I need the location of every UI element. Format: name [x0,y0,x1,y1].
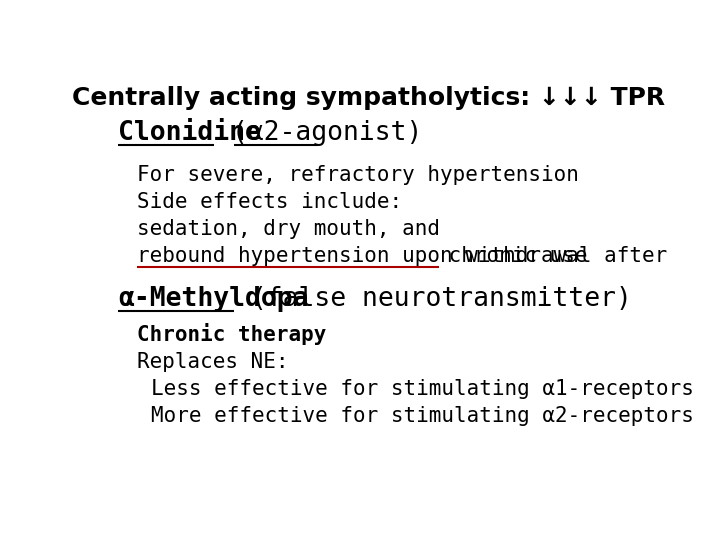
Text: More effective for stimulating α2-receptors: More effective for stimulating α2-recept… [151,407,694,427]
Text: rebound hypertension upon withdrawal after: rebound hypertension upon withdrawal aft… [138,246,667,266]
Text: sedation, dry mouth, and: sedation, dry mouth, and [138,219,441,239]
Text: (α2-agonist): (α2-agonist) [215,120,422,146]
Text: α-Methyldopa: α-Methyldopa [118,286,308,312]
Text: Clonidine: Clonidine [118,120,261,146]
Text: (false neurotransmitter): (false neurotransmitter) [235,286,632,312]
Text: Chronic therapy: Chronic therapy [138,323,327,345]
Text: Less effective for stimulating α1-receptors: Less effective for stimulating α1-recept… [151,380,694,400]
Text: For severe, refractory hypertension: For severe, refractory hypertension [138,165,580,185]
Text: Centrally acting sympatholytics: ↓↓↓ TPR: Centrally acting sympatholytics: ↓↓↓ TPR [73,85,665,110]
Text: Replaces NE:: Replaces NE: [138,352,289,373]
Text: Side effects include:: Side effects include: [138,192,402,212]
Text: chronic use: chronic use [436,246,588,266]
